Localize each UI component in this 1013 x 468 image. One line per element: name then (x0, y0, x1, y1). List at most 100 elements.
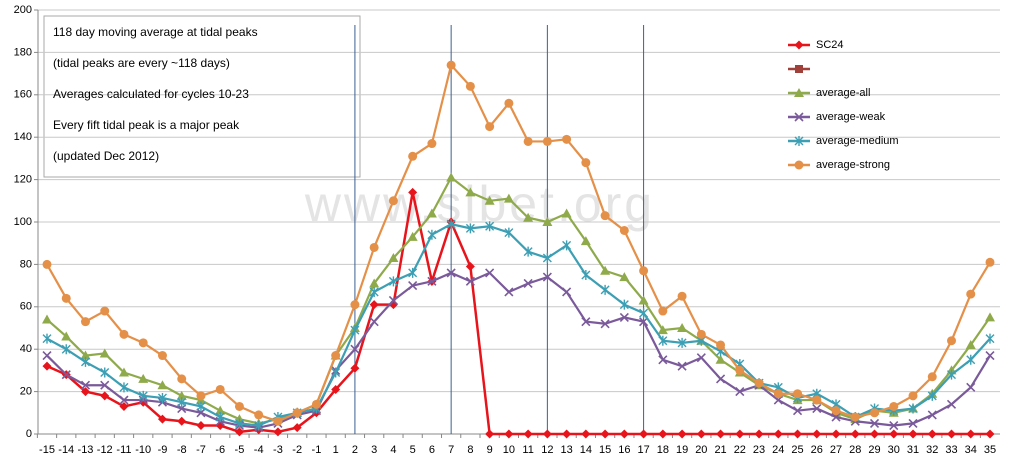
marker (350, 344, 360, 354)
marker (696, 429, 706, 439)
marker (388, 276, 398, 287)
marker (794, 112, 804, 122)
marker (331, 384, 341, 394)
marker (581, 429, 591, 439)
marker (465, 187, 476, 197)
marker (119, 401, 129, 411)
marker (562, 134, 572, 144)
marker (927, 410, 937, 420)
marker (657, 325, 668, 335)
marker (677, 429, 687, 439)
marker (292, 408, 302, 418)
x-tick-label: 28 (849, 444, 861, 456)
marker (773, 389, 783, 399)
x-tick-label: 31 (907, 444, 919, 456)
legend-marker (795, 65, 803, 73)
marker (311, 399, 321, 409)
marker (99, 348, 110, 358)
marker (273, 416, 283, 426)
series (42, 219, 995, 431)
marker (100, 391, 110, 401)
marker (408, 151, 418, 161)
marker (966, 429, 976, 439)
marker (562, 429, 572, 439)
marker (234, 401, 244, 411)
marker (42, 314, 52, 324)
marker (157, 392, 167, 403)
note-text: 118 day moving average at tidal peaks (53, 25, 258, 39)
legend-label: average-all (816, 87, 870, 99)
marker (254, 410, 264, 420)
marker (465, 81, 475, 91)
marker (658, 335, 668, 346)
x-tick-label: 3 (371, 444, 377, 456)
marker (600, 211, 610, 221)
marker (465, 276, 475, 286)
marker (176, 390, 187, 400)
marker (465, 262, 475, 272)
marker (793, 389, 803, 399)
marker (542, 429, 552, 439)
marker (715, 354, 726, 364)
marker (503, 193, 514, 203)
x-tick-label: 30 (888, 444, 900, 456)
marker (504, 287, 514, 297)
marker (542, 136, 552, 146)
marker (794, 40, 804, 50)
x-tick-label: 18 (657, 444, 669, 456)
marker (42, 361, 52, 371)
marker (485, 122, 495, 132)
marker (196, 391, 206, 401)
x-tick-label: 8 (467, 444, 473, 456)
marker (850, 429, 860, 439)
x-tick-label: 5 (410, 444, 416, 456)
marker (754, 378, 764, 388)
marker (196, 421, 206, 431)
x-tick-label: -7 (196, 444, 206, 456)
marker (812, 395, 822, 405)
marker (80, 350, 91, 360)
x-tick-label: 29 (868, 444, 880, 456)
marker (118, 367, 129, 377)
marker (850, 412, 860, 422)
marker (677, 361, 687, 371)
marker (138, 338, 148, 348)
y-tick-label: 20 (20, 386, 32, 398)
y-tick-label: 160 (14, 89, 32, 101)
marker (408, 267, 418, 278)
marker (965, 339, 976, 349)
note-text: (tidal peaks are every ~118 days) (53, 56, 230, 70)
x-tick-label: 24 (772, 444, 784, 456)
marker (119, 329, 129, 339)
marker (600, 265, 611, 275)
y-tick-label: 60 (20, 301, 32, 313)
marker (42, 350, 52, 361)
x-tick-label: -1 (312, 444, 322, 456)
x-tick-label: 23 (753, 444, 765, 456)
marker (80, 356, 90, 367)
x-tick-label: -14 (58, 444, 74, 456)
y-tick-label: 140 (14, 131, 32, 143)
marker (658, 355, 668, 365)
marker (716, 340, 726, 350)
x-tick-label: -5 (235, 444, 245, 456)
marker (716, 429, 726, 439)
marker (794, 136, 804, 146)
marker (61, 344, 71, 355)
marker (350, 363, 360, 373)
x-tick-label: 21 (714, 444, 726, 456)
y-tick-label: 0 (26, 428, 32, 440)
marker (562, 287, 572, 297)
marker (331, 367, 341, 378)
marker (446, 268, 456, 278)
marker (369, 286, 379, 297)
x-tick-label: 7 (448, 444, 454, 456)
x-tick-label: -2 (292, 444, 302, 456)
marker (908, 418, 918, 428)
marker (619, 225, 629, 235)
marker (465, 223, 475, 234)
marker (119, 395, 129, 405)
marker (600, 284, 610, 295)
marker (119, 382, 129, 393)
y-tick-label: 200 (14, 4, 32, 16)
